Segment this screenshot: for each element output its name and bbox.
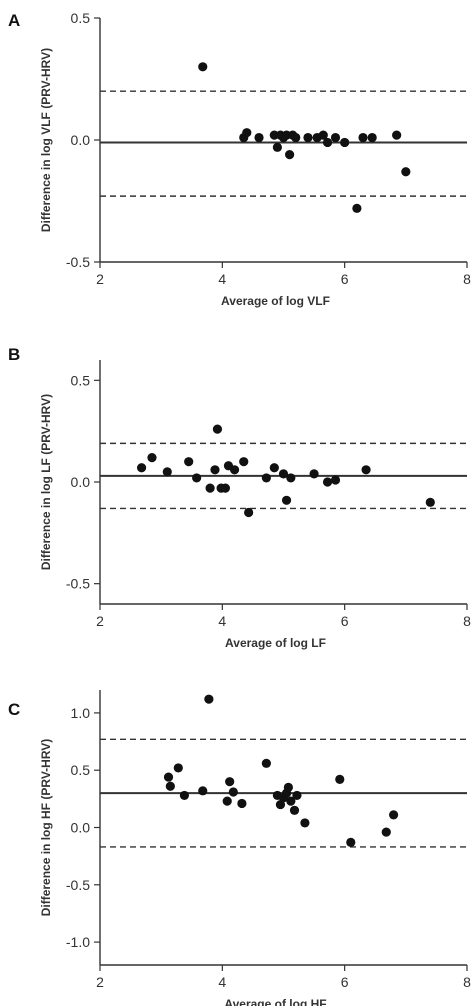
panel-c-x-tick-label: 8 (463, 974, 471, 990)
panel-a-x-tick-label: 6 (341, 271, 349, 287)
panel-b-data-point (425, 497, 435, 507)
panel-c-data-point (300, 818, 310, 828)
panel-a-y-tick-label: 0.0 (71, 132, 91, 148)
panel-a-data-point (358, 132, 368, 143)
panel-a-data-point (367, 132, 377, 143)
panel-b-data-point (281, 495, 292, 505)
panel-a-data-point (392, 130, 402, 140)
panel-c-data-point (283, 782, 293, 792)
panel-a-data-point (254, 132, 264, 143)
panel-c-data-point (222, 796, 232, 806)
panel-a-data-point (303, 132, 313, 143)
panel-c-y-tick-label: -1.0 (66, 934, 90, 950)
panel-c-data-point (286, 796, 296, 806)
panel-b-x-tick-label: 8 (463, 613, 471, 629)
panel-c-data-point (289, 805, 300, 815)
panel-b-data-point (192, 473, 202, 483)
panel-a-data-point (291, 132, 301, 143)
panel-c-x-tick-label: 4 (218, 974, 226, 990)
panel-b-data-point (184, 457, 194, 467)
panel-b-y-tick-label: -0.5 (66, 576, 90, 592)
panel-a-data-point (272, 142, 282, 152)
panel-c-data-point (179, 790, 190, 801)
panel-b-x-tick-label: 4 (218, 613, 226, 629)
panel-b-data-point (239, 457, 249, 467)
panel-b-data-point (162, 467, 172, 477)
panel-c-data-point (163, 772, 174, 782)
panel-c-x-tick-label: 2 (96, 974, 104, 990)
panel-c-x-axis-title: Average of log HF (224, 997, 326, 1006)
panel-a-data-point (352, 203, 362, 213)
panel-b-data-point (278, 469, 289, 479)
panel-c-data-point (228, 787, 238, 797)
panel-a-data-point (330, 132, 341, 143)
panel-a-x-tick-label: 2 (96, 271, 104, 287)
panel-c-data-point (346, 837, 356, 847)
panel-a-y-tick-label: 0.5 (71, 10, 91, 26)
panel-c-data-point (237, 798, 247, 809)
panel-a-letter: A (8, 11, 20, 30)
panel-b-letter: B (8, 345, 20, 364)
panel-c-y-tick-label: 0.0 (71, 820, 91, 836)
panel-b-x-axis-title: Average of log LF (225, 636, 326, 650)
panel-b-data-point (212, 424, 223, 434)
panel-c-data-point (198, 786, 208, 796)
panel-c-y-tick-label: -0.5 (66, 877, 90, 893)
panel-a-data-point (318, 130, 328, 140)
panel-c-data-point (225, 777, 235, 787)
panel-b-data-point (322, 477, 333, 487)
panel-c-y-tick-label: 1.0 (71, 705, 91, 721)
panel-c-y-axis-title: Difference in log HF (PRV-HRV) (39, 739, 53, 917)
panel-b-data-point (269, 463, 279, 473)
panel-c-data-point (292, 790, 302, 801)
panel-b-data-point (330, 475, 341, 485)
panel-b-data-point (210, 465, 220, 475)
panel-c-data-point (173, 763, 183, 773)
panel-b-data-point (244, 507, 254, 518)
panel-a-x-tick-label: 8 (463, 271, 471, 287)
panel-b-data-point (309, 469, 319, 479)
panel-b-data-point (205, 483, 215, 493)
panel-a-data-point (322, 137, 333, 148)
panel-c-data-point (261, 758, 271, 768)
panel-a-data-point (285, 150, 295, 160)
panel-c-letter: C (8, 700, 20, 719)
panel-c-y-tick-label: 0.5 (71, 762, 91, 778)
panel-a-data-point (198, 62, 208, 72)
panel-a-data-point (340, 137, 350, 148)
panel-b-data-point (220, 483, 230, 493)
panel-c-data-point (204, 694, 214, 704)
panel-a-data-point (401, 167, 411, 177)
panel-c-x-tick-label: 6 (341, 974, 349, 990)
panel-b-x-tick-label: 2 (96, 613, 104, 629)
panel-c-data-point (275, 799, 286, 810)
panel-b-data-point (261, 473, 271, 483)
panel-b-data-point (147, 453, 157, 463)
panel-b-y-tick-label: 0.0 (71, 474, 91, 490)
panel-b-y-tick-label: 0.5 (71, 372, 91, 388)
panel-b-x-tick-label: 6 (341, 613, 349, 629)
panel-a-data-point (242, 128, 252, 138)
panel-a-x-axis-title: Average of log VLF (221, 294, 330, 308)
panel-c-data-point (389, 810, 399, 820)
panel-a-x-tick-label: 4 (218, 271, 226, 287)
panel-a-y-axis-title: Difference in log VLF (PRV-HRV) (39, 48, 53, 232)
panel-b-data-point (361, 465, 371, 475)
panel-b-y-axis-title: Difference in log LF (PRV-HRV) (39, 394, 53, 570)
panel-c-data-point (165, 781, 175, 791)
panel-c-data-point (335, 774, 345, 784)
panel-c-data-point (381, 827, 391, 837)
panel-b-data-point (229, 465, 240, 475)
panel-a-y-tick-label: -0.5 (66, 254, 90, 270)
panel-b-data-point (286, 473, 296, 483)
panel-b-data-point (136, 463, 147, 473)
